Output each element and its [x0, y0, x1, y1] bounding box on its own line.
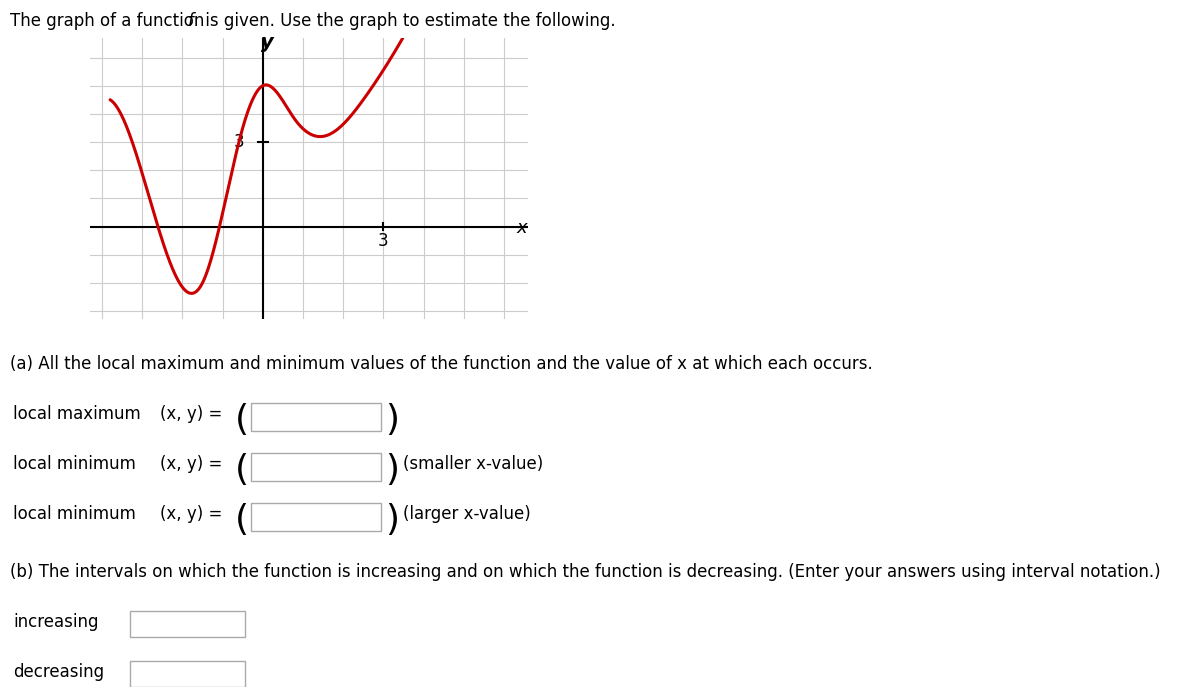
- Text: increasing: increasing: [13, 613, 98, 631]
- Text: ): ): [385, 503, 398, 537]
- FancyBboxPatch shape: [251, 503, 382, 531]
- FancyBboxPatch shape: [251, 403, 382, 431]
- Text: ): ): [385, 403, 398, 437]
- Text: (a) All the local maximum and minimum values of the function and the value of x : (a) All the local maximum and minimum va…: [10, 355, 872, 373]
- Text: local minimum: local minimum: [13, 455, 136, 473]
- Text: (x, y) =: (x, y) =: [160, 505, 222, 523]
- FancyBboxPatch shape: [251, 453, 382, 481]
- Text: local maximum: local maximum: [13, 405, 140, 423]
- Text: (x, y) =: (x, y) =: [160, 455, 222, 473]
- Text: ): ): [385, 453, 398, 487]
- FancyBboxPatch shape: [130, 661, 245, 687]
- Text: 3: 3: [234, 133, 245, 151]
- Text: local minimum: local minimum: [13, 505, 136, 523]
- Text: f: f: [188, 12, 194, 30]
- Text: decreasing: decreasing: [13, 663, 104, 681]
- Text: (: (: [235, 403, 250, 437]
- Text: The graph of a function: The graph of a function: [10, 12, 210, 30]
- Text: (b) The intervals on which the function is increasing and on which the function : (b) The intervals on which the function …: [10, 563, 1160, 581]
- FancyBboxPatch shape: [130, 611, 245, 637]
- Text: x: x: [517, 219, 527, 237]
- Text: (smaller x-value): (smaller x-value): [403, 455, 544, 473]
- Text: (x, y) =: (x, y) =: [160, 405, 222, 423]
- Text: is given. Use the graph to estimate the following.: is given. Use the graph to estimate the …: [200, 12, 616, 30]
- Text: (: (: [235, 453, 250, 487]
- Text: (larger x-value): (larger x-value): [403, 505, 530, 523]
- Text: y: y: [262, 32, 274, 52]
- Text: 3: 3: [378, 232, 389, 249]
- Text: (: (: [235, 503, 250, 537]
